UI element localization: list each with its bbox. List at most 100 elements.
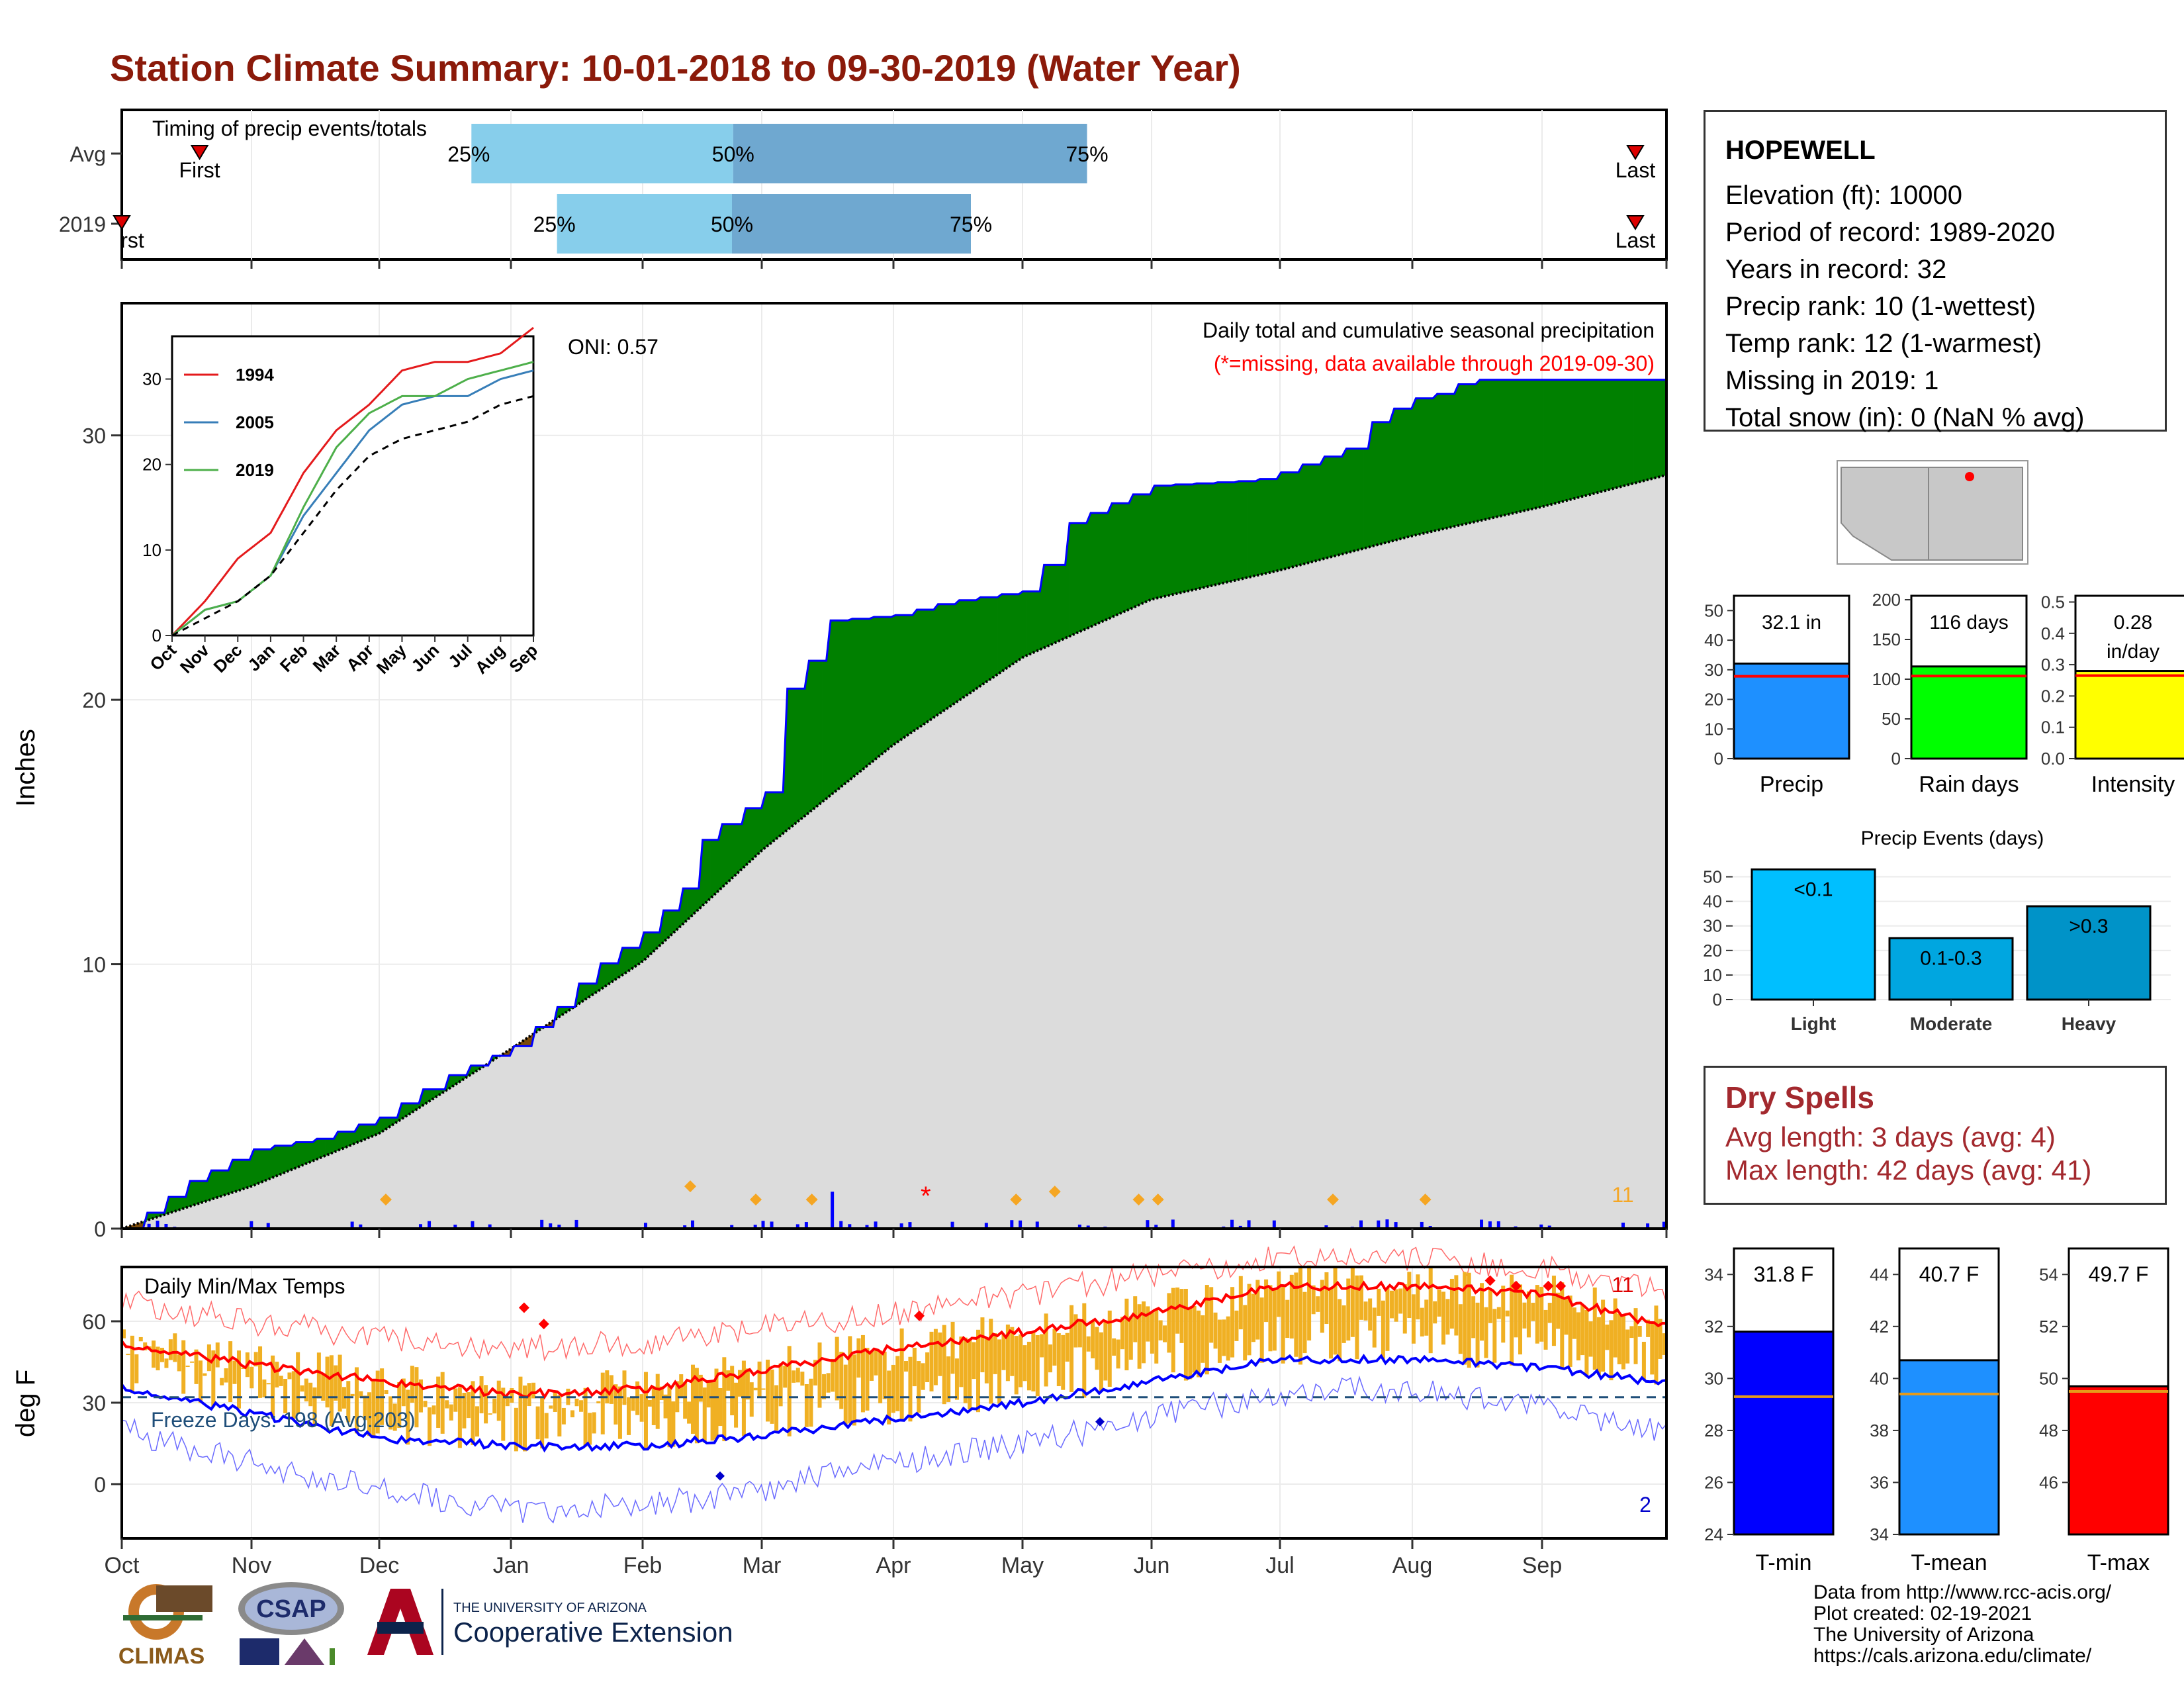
daily-temp-bar bbox=[675, 1381, 680, 1413]
daily-temp-bar bbox=[1350, 1266, 1355, 1337]
cumulative-difference-fill bbox=[1175, 484, 1180, 594]
daily-temp-bar bbox=[738, 1370, 742, 1397]
cumulative-difference-fill bbox=[796, 688, 801, 823]
summary-bar-y-tick-label: 0.3 bbox=[2041, 655, 2065, 675]
daily-temp-bar bbox=[809, 1378, 813, 1427]
daily-temp-bar bbox=[436, 1376, 441, 1429]
cumulative-difference-fill bbox=[1179, 484, 1185, 594]
daily-temp-bar bbox=[1048, 1344, 1052, 1373]
daily-temp-bar bbox=[1243, 1305, 1248, 1361]
heavy-event-marker bbox=[1419, 1194, 1432, 1206]
cumulative-difference-fill bbox=[1324, 456, 1330, 559]
daily-temp-bar bbox=[605, 1370, 610, 1404]
daily-temp-bar bbox=[1416, 1274, 1420, 1320]
cumulative-difference-fill bbox=[609, 962, 614, 984]
daily-precip-bar bbox=[1488, 1221, 1492, 1229]
record-high-marker bbox=[1484, 1275, 1496, 1286]
daily-temp-bar bbox=[865, 1348, 870, 1411]
daily-temp-bar bbox=[1099, 1332, 1103, 1392]
cumulative-difference-fill bbox=[1099, 512, 1104, 624]
daily-temp-bar bbox=[397, 1382, 402, 1429]
cumulative-difference-fill bbox=[203, 1180, 208, 1203]
daily-temp-bar bbox=[596, 1401, 601, 1404]
daily-temp-bar bbox=[1073, 1314, 1078, 1348]
daily-temp-bar bbox=[1492, 1309, 1497, 1363]
daily-precip-bar bbox=[984, 1223, 988, 1229]
daily-temp-bar bbox=[1238, 1276, 1243, 1330]
daily-temp-bar bbox=[341, 1387, 346, 1409]
cumulative-difference-fill bbox=[1238, 481, 1244, 580]
daily-temp-bar bbox=[946, 1356, 951, 1402]
footer-university: The University of Arizona bbox=[1813, 1624, 2034, 1646]
daily-temp-bar bbox=[406, 1389, 410, 1445]
daily-temp-bar bbox=[1342, 1305, 1346, 1343]
daily-temp-bar bbox=[891, 1364, 895, 1413]
daily-temp-bar bbox=[190, 1361, 195, 1363]
daily-precip-bar bbox=[549, 1223, 553, 1229]
cumulative-difference-fill bbox=[1411, 398, 1416, 537]
daily-temp-bar bbox=[346, 1381, 351, 1423]
month-tick-label: Dec bbox=[359, 1553, 399, 1578]
daily-temp-bar bbox=[1355, 1275, 1359, 1360]
footer-data-source[interactable]: Data from http://www.rcc-acis.org/ bbox=[1813, 1581, 2112, 1603]
cumulative-difference-fill bbox=[1592, 379, 1598, 494]
cumulative-difference-fill bbox=[1111, 502, 1116, 618]
timing-first-label: First bbox=[179, 158, 220, 182]
timing-p25-label: 25% bbox=[447, 142, 490, 166]
daily-temp-bar bbox=[1629, 1326, 1634, 1338]
daily-temp-bar bbox=[316, 1352, 321, 1399]
cumulative-difference-fill bbox=[1496, 379, 1502, 518]
daily-temp-bar bbox=[753, 1387, 758, 1391]
cumulative-difference-fill bbox=[813, 660, 818, 810]
cumulative-difference-fill bbox=[1031, 591, 1036, 654]
daily-temp-bar bbox=[1441, 1291, 1446, 1345]
daily-temp-bar bbox=[1437, 1289, 1441, 1317]
daily-temp-bar bbox=[1560, 1282, 1565, 1369]
daily-temp-bar bbox=[457, 1387, 462, 1448]
daily-temp-bar bbox=[1201, 1315, 1205, 1363]
cumulative-difference-fill bbox=[1056, 565, 1062, 643]
daily-temp-bar bbox=[228, 1341, 233, 1403]
timing-bar-light bbox=[557, 194, 732, 254]
cumulative-difference-fill bbox=[856, 618, 862, 775]
cumulative-difference-fill bbox=[1154, 485, 1159, 599]
daily-temp-bar bbox=[822, 1374, 827, 1399]
daily-temp-bar bbox=[224, 1368, 228, 1383]
daily-temp-bar bbox=[730, 1366, 735, 1416]
cumulative-difference-fill bbox=[1276, 471, 1281, 571]
temp-bar-y-tick-label: 26 bbox=[1704, 1472, 1723, 1492]
footer-url[interactable]: https://cals.arizona.edu/climate/ bbox=[1813, 1645, 2092, 1667]
summary-bar-y-tick-label: 40 bbox=[1704, 630, 1723, 650]
daily-temp-bar bbox=[1576, 1312, 1581, 1361]
daily-precip-bar bbox=[1539, 1224, 1543, 1229]
daily-temp-bar bbox=[1163, 1325, 1167, 1342]
daily-temp-bar bbox=[553, 1392, 557, 1412]
cumulative-difference-fill bbox=[1337, 456, 1342, 556]
cumulative-difference-fill bbox=[1306, 464, 1312, 564]
station-location-map bbox=[1837, 460, 2028, 565]
events-y-tick-label: 20 bbox=[1703, 941, 1722, 961]
daily-temp-bar bbox=[792, 1370, 796, 1383]
csap-logo-text: CSAP bbox=[256, 1595, 326, 1623]
daily-temp-bar bbox=[667, 1385, 672, 1448]
temp-panel-title: Daily Min/Max Temps bbox=[144, 1274, 345, 1298]
daily-temp-bar bbox=[617, 1386, 622, 1439]
cumulative-difference-fill bbox=[1333, 456, 1338, 557]
cumulative-difference-fill bbox=[189, 1180, 195, 1207]
month-tick-label: Jul bbox=[1265, 1553, 1294, 1578]
cumulative-difference-fill bbox=[1539, 379, 1544, 508]
daily-temp-bar bbox=[1120, 1317, 1124, 1350]
daily-precip-bar bbox=[1420, 1221, 1424, 1229]
daily-temp-bar bbox=[1251, 1293, 1255, 1342]
events-x-tick-label: Moderate bbox=[1910, 1013, 1992, 1034]
summary-bar-y-tick-label: 0.1 bbox=[2041, 718, 2065, 737]
cumulative-difference-fill bbox=[1564, 379, 1569, 502]
daily-temp-bar bbox=[749, 1382, 754, 1417]
daily-temp-bar bbox=[976, 1329, 981, 1413]
cumulative-difference-fill bbox=[1230, 482, 1235, 582]
daily-temp-bar bbox=[1617, 1313, 1621, 1364]
daily-temp-bar bbox=[588, 1413, 592, 1445]
daily-temp-bar bbox=[134, 1354, 139, 1383]
cumulative-difference-fill bbox=[1162, 485, 1167, 597]
